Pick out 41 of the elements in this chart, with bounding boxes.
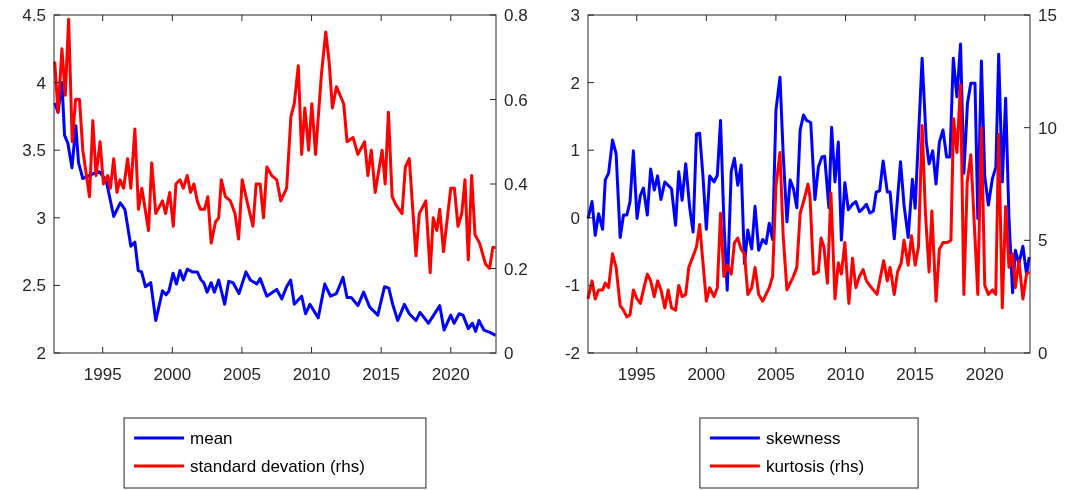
- line-series: [586, 83, 1031, 319]
- y-tick-label: 4.5: [22, 6, 46, 25]
- y2-tick-label: 10: [1038, 118, 1057, 138]
- y2-tick-label: 0: [1038, 344, 1048, 363]
- x-tick-label: 2000: [687, 365, 726, 384]
- y2-tick-label: 15: [1038, 6, 1057, 25]
- line-series: [586, 42, 1031, 295]
- y2-tick-label: 0.8: [504, 6, 528, 25]
- y-tick-label: 2: [36, 344, 46, 363]
- y-tick-label: 1: [570, 141, 580, 161]
- y2-tick-label: 0.2: [504, 259, 528, 279]
- x-tick-label: 1995: [617, 365, 656, 384]
- legend-label: standard devation (rhs): [190, 457, 365, 476]
- x-tick-label: 2020: [431, 365, 470, 384]
- y-tick-label: 4: [36, 73, 46, 93]
- y2-tick-label: 0: [504, 344, 514, 363]
- x-tick-label: 2000: [153, 365, 192, 384]
- x-tick-label: 1995: [83, 365, 122, 384]
- y2-tick-label: 0.6: [504, 90, 528, 110]
- line-series: [53, 17, 497, 275]
- y-tick-label: 3: [36, 208, 46, 228]
- y-tick-label: 3: [570, 6, 580, 25]
- y2-tick-label: 0.4: [504, 175, 528, 194]
- y2-tick-label: 5: [1038, 231, 1048, 251]
- legend-label: skewness: [765, 429, 841, 448]
- y-tick-label: 0: [570, 208, 580, 228]
- x-tick-label: 2005: [757, 365, 795, 384]
- legend-label: mean: [190, 429, 233, 448]
- line-series: [53, 81, 497, 337]
- x-tick-label: 2010: [826, 365, 865, 384]
- x-tick-label: 2020: [965, 365, 1004, 384]
- y-tick-label: 3.5: [22, 141, 46, 161]
- y-tick-label: -1: [564, 276, 580, 296]
- x-tick-label: 2015: [362, 365, 401, 384]
- x-tick-label: 2015: [896, 365, 935, 384]
- x-tick-label: 2005: [223, 365, 261, 384]
- y-tick-label: 2: [570, 73, 580, 93]
- y-tick-label: 2.5: [22, 276, 46, 296]
- legend-label: kurtosis (rhs): [765, 457, 865, 476]
- y-tick-label: -2: [564, 344, 580, 363]
- x-tick-label: 2010: [292, 365, 331, 384]
